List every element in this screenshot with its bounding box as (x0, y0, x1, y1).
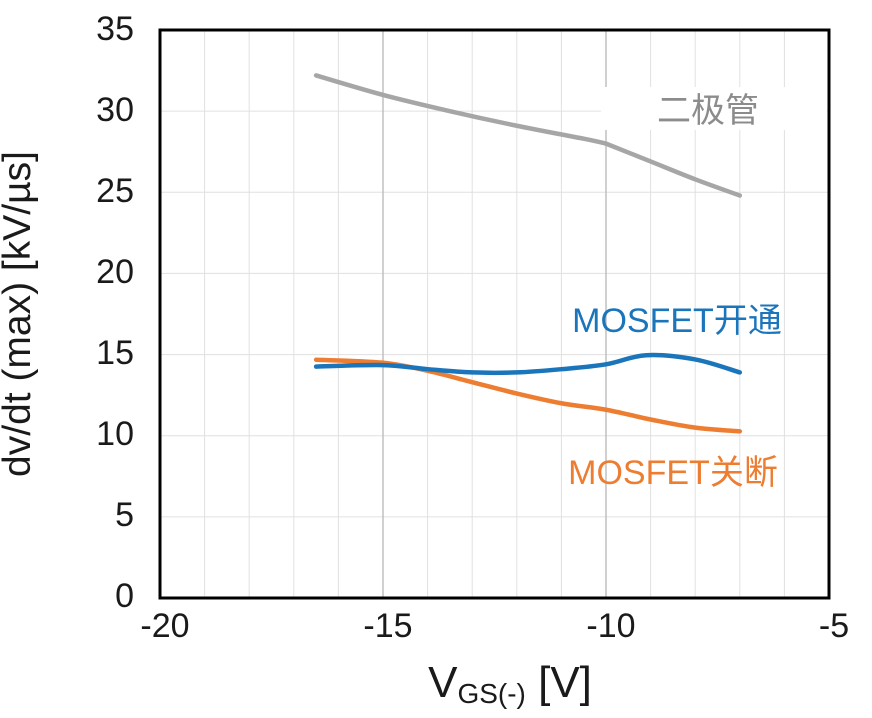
svg-text:MOSFET开通: MOSFET开通 (572, 302, 782, 340)
svg-text:0: 0 (115, 577, 134, 615)
svg-text:10: 10 (96, 415, 134, 453)
svg-text:35: 35 (96, 10, 134, 48)
svg-text:-10: -10 (586, 607, 635, 645)
svg-text:25: 25 (96, 172, 134, 210)
svg-text:-5: -5 (819, 607, 849, 645)
svg-text:dv/dt (max) [kV/µs]: dv/dt (max) [kV/µs] (0, 151, 39, 477)
svg-text:5: 5 (115, 496, 134, 534)
svg-text:MOSFET关断: MOSFET关断 (568, 454, 778, 492)
svg-text:30: 30 (96, 91, 134, 129)
svg-text:二极管: 二极管 (657, 92, 759, 130)
svg-text:20: 20 (96, 253, 134, 291)
svg-text:-15: -15 (363, 607, 412, 645)
svg-text:-20: -20 (140, 607, 189, 645)
svg-text:15: 15 (96, 334, 134, 372)
